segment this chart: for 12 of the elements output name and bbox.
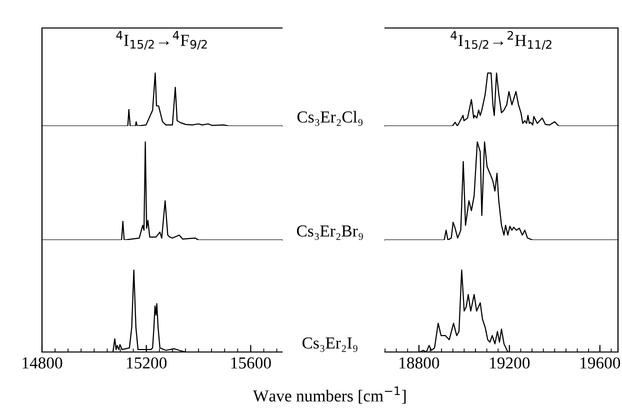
text: Cs₃Er₂I₉ xyxy=(302,337,358,352)
x-tick-label: 15600 xyxy=(231,357,271,369)
x-tick-label: 15200 xyxy=(126,357,167,369)
x-tick-label: 18800 xyxy=(400,357,440,369)
chart-title: $^{4}$I$_{15/2}$→$^{2}$H$_{11/2}$ xyxy=(450,30,552,50)
text: Cs₃Er₂Br₉ xyxy=(296,225,363,240)
x-tick-label: 19600 xyxy=(580,357,620,369)
x-tick-label: 19200 xyxy=(490,357,530,369)
text: Cs₃Er₂Cl₉ xyxy=(297,110,362,126)
x-tick-label: 14800 xyxy=(22,357,62,369)
chart-title: $^{4}$I$_{15/2}$→$^{4}$F$_{9/2}$ xyxy=(116,30,207,50)
x-axis-title: Wave numbers [cm$^{−1}$] xyxy=(253,386,406,404)
